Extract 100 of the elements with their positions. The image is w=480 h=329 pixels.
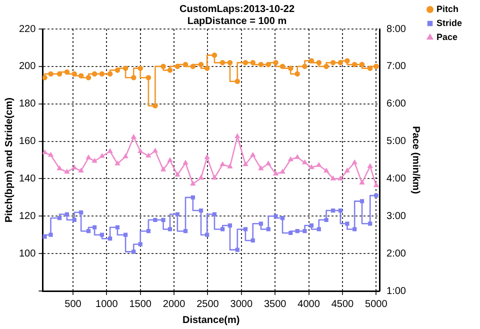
point [212, 175, 217, 180]
point [280, 216, 285, 220]
point [316, 227, 321, 232]
point [99, 71, 105, 77]
y-tick-label: 220 [18, 24, 36, 35]
point [64, 212, 69, 216]
point [368, 222, 372, 226]
y-tick-label: 180 [18, 98, 36, 110]
point [92, 71, 98, 77]
point [168, 158, 172, 162]
y-tick-label: 120 [18, 210, 36, 222]
point [228, 223, 232, 228]
point [198, 62, 204, 68]
point [198, 208, 204, 213]
y-axis-title: Pitch(bpm) and Stride(cm) [4, 97, 15, 223]
point [309, 223, 314, 228]
point [360, 199, 364, 204]
point [273, 171, 278, 176]
point [123, 232, 128, 237]
y-tick-label: 100 [18, 248, 36, 260]
legend-label: Stride [436, 18, 462, 28]
point [175, 172, 180, 177]
point [56, 71, 62, 77]
point [78, 168, 84, 173]
point [316, 60, 322, 66]
point [174, 64, 180, 70]
point [294, 154, 300, 160]
point [108, 148, 112, 154]
point [138, 66, 144, 71]
point [374, 64, 379, 70]
chart-subtitle: LapDistance = 100 m [187, 16, 287, 27]
y2-tick-label: 7:00 [386, 61, 406, 72]
point [138, 242, 142, 246]
y2-tick-label: 1:00 [386, 286, 406, 297]
x-axis-title: Distance(m) [182, 314, 240, 326]
point [288, 66, 294, 71]
point [266, 227, 270, 232]
point [227, 60, 233, 66]
point [294, 71, 300, 77]
point [220, 60, 226, 66]
point [274, 214, 278, 218]
point [79, 210, 84, 214]
point [374, 182, 379, 188]
point [72, 218, 76, 222]
point [132, 250, 136, 254]
legend-label: Pitch [436, 4, 459, 14]
point [42, 75, 48, 80]
point [243, 227, 248, 232]
point [235, 248, 240, 252]
x-tick-label: 4500 [331, 298, 354, 310]
point [344, 168, 350, 173]
point [288, 156, 293, 162]
point [64, 69, 70, 75]
point [345, 222, 350, 226]
point [243, 162, 248, 166]
point [115, 225, 120, 230]
x-tick-label: 500 [64, 298, 82, 310]
point [266, 62, 272, 68]
point [308, 58, 314, 64]
point [220, 227, 225, 232]
y2-axis-title: Pace (min/km) [410, 126, 422, 194]
point [48, 152, 54, 157]
point [146, 229, 151, 234]
point [368, 164, 372, 168]
point [324, 218, 328, 222]
point [160, 167, 166, 172]
point [359, 62, 365, 68]
point [309, 164, 314, 170]
point [122, 66, 128, 71]
point [114, 68, 120, 73]
point [352, 227, 357, 232]
point [228, 164, 232, 168]
point [258, 166, 264, 170]
point [250, 60, 256, 66]
point [295, 229, 300, 234]
point [280, 169, 285, 174]
point [338, 176, 343, 180]
y2-tick-label: 3:00 [386, 210, 406, 222]
point [92, 225, 97, 230]
y2-tick-label: 2:00 [386, 248, 406, 260]
point [115, 161, 120, 166]
point [146, 153, 151, 158]
point [152, 103, 158, 108]
point [220, 162, 225, 166]
point [302, 64, 308, 70]
point [42, 234, 47, 239]
x-tick-label: 4000 [298, 298, 320, 310]
point [42, 150, 48, 154]
point [107, 71, 113, 77]
point [212, 212, 217, 216]
point [72, 165, 77, 170]
x-tick-label: 2500 [196, 298, 220, 310]
point [100, 232, 104, 237]
point [48, 232, 53, 237]
point [72, 71, 77, 77]
point [367, 66, 373, 71]
point [48, 71, 54, 77]
point [86, 75, 92, 80]
point [92, 158, 97, 163]
point [182, 62, 188, 68]
